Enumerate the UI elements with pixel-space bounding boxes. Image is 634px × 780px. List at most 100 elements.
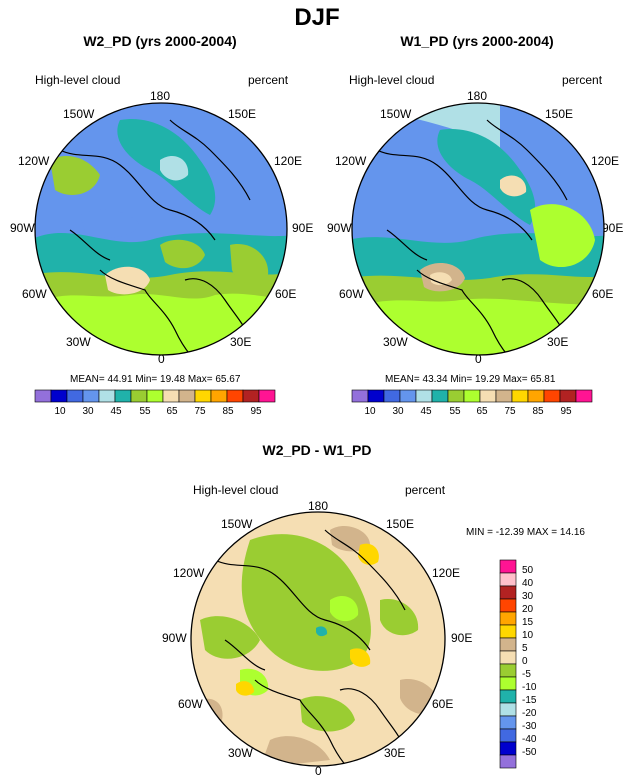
colorbar-swatch xyxy=(559,389,577,403)
panel-title-w2: W2_PD (yrs 2000-2004) xyxy=(83,33,237,49)
units-label-w2: percent xyxy=(248,73,289,87)
lon-label-30w: 30W xyxy=(228,746,253,760)
lon-label-90w: 90W xyxy=(327,221,352,235)
lon-label-120e: 120E xyxy=(432,566,461,580)
lon-label-90w: 90W xyxy=(10,221,35,235)
lon-label-150e: 150E xyxy=(386,517,415,531)
colorbar-swatch xyxy=(258,389,276,403)
colorbar-swatch xyxy=(499,702,517,717)
colorbar-swatch xyxy=(447,389,465,403)
colorbar-swatch xyxy=(399,389,417,403)
colorbar-diff xyxy=(499,559,517,769)
polar-map-diff xyxy=(190,511,446,767)
colorbar-tick: 40 xyxy=(522,578,534,589)
lon-label-90e: 90E xyxy=(602,221,624,235)
lon-label-30e: 30E xyxy=(384,746,406,760)
lon-label-0: 0 xyxy=(315,764,322,778)
colorbar-swatch xyxy=(431,389,449,403)
units-label-diff: percent xyxy=(405,483,446,497)
lon-label-90w: 90W xyxy=(162,631,187,645)
colorbar-swatch xyxy=(575,389,593,403)
colorbar-swatch xyxy=(543,389,561,403)
polar-map-w1 xyxy=(351,102,605,356)
field-label-w1: High-level cloud xyxy=(349,73,435,87)
colorbar-swatch xyxy=(194,389,212,403)
colorbar-tick: 30 xyxy=(82,406,94,417)
stats-w2: MEAN= 44.91 Min= 19.48 Max= 65.67 xyxy=(70,374,241,385)
lon-label-120e: 120E xyxy=(274,154,303,168)
colorbar-swatch xyxy=(114,389,132,403)
lon-label-180: 180 xyxy=(308,499,329,513)
colorbar-tick: 50 xyxy=(522,565,534,576)
lon-label-120e: 120E xyxy=(591,154,620,168)
colorbar-tick: -10 xyxy=(522,682,537,693)
panel-title-w1: W1_PD (yrs 2000-2004) xyxy=(400,33,554,49)
colorbar-tick: 55 xyxy=(449,406,461,417)
lon-label-30w: 30W xyxy=(383,335,408,349)
colorbar-swatch xyxy=(82,389,100,403)
stats-diff: MIN = -12.39 MAX = 14.16 xyxy=(466,527,585,538)
colorbar-tick: 30 xyxy=(392,406,404,417)
colorbar-tick: 55 xyxy=(139,406,151,417)
lon-label-90e: 90E xyxy=(292,221,314,235)
colorbar-swatch xyxy=(499,637,517,652)
lon-label-150e: 150E xyxy=(228,107,257,121)
colorbar-swatch xyxy=(210,389,228,403)
lon-label-150w: 150W xyxy=(380,107,412,121)
colorbar-tick: 45 xyxy=(420,406,432,417)
colorbar-swatch xyxy=(499,663,517,678)
colorbar-swatch xyxy=(527,389,545,403)
stats-w1: MEAN= 43.34 Min= 19.29 Max= 65.81 xyxy=(385,374,556,385)
colorbar-swatch xyxy=(499,754,517,769)
colorbar-swatch xyxy=(66,389,84,403)
colorbar-swatch xyxy=(499,728,517,743)
lon-label-120w: 120W xyxy=(173,566,205,580)
colorbar-tick: 30 xyxy=(522,591,534,602)
panel-title-diff: W2_PD - W1_PD xyxy=(262,442,372,458)
colorbar-swatch xyxy=(499,624,517,639)
lon-label-60w: 60W xyxy=(22,287,47,301)
lon-label-180: 180 xyxy=(467,89,488,103)
colorbar-swatch xyxy=(383,389,401,403)
lon-label-60w: 60W xyxy=(339,287,364,301)
lon-label-180: 180 xyxy=(150,89,171,103)
field-label-w2: High-level cloud xyxy=(35,73,121,87)
lon-label-60e: 60E xyxy=(275,287,297,301)
colorbar-swatch xyxy=(130,389,148,403)
colorbar-swatch xyxy=(495,389,513,403)
field-label-diff: High-level cloud xyxy=(193,483,279,497)
colorbar-tick: -30 xyxy=(522,721,537,732)
colorbar-tick: 85 xyxy=(222,406,234,417)
colorbar-tick: 10 xyxy=(364,406,376,417)
colorbar-tick: 95 xyxy=(560,406,572,417)
colorbar-tick: 65 xyxy=(166,406,178,417)
colorbar-swatch xyxy=(351,389,369,403)
lon-label-60e: 60E xyxy=(432,697,454,711)
lon-label-60w: 60W xyxy=(178,697,203,711)
lon-label-60e: 60E xyxy=(592,287,614,301)
colorbar-tick: 5 xyxy=(522,643,528,654)
lon-label-0: 0 xyxy=(158,352,165,366)
colorbar-swatch xyxy=(242,389,260,403)
colorbar-tick: 15 xyxy=(522,617,534,628)
lon-label-120w: 120W xyxy=(18,154,50,168)
colorbar-tick: 75 xyxy=(194,406,206,417)
colorbar-tick: 45 xyxy=(110,406,122,417)
colorbar-tick: -20 xyxy=(522,708,537,719)
lon-label-150w: 150W xyxy=(63,107,95,121)
lon-label-30w: 30W xyxy=(66,335,91,349)
colorbar-tick: -5 xyxy=(522,669,531,680)
colorbar-swatch xyxy=(499,559,517,574)
colorbar-swatch xyxy=(463,389,481,403)
colorbar-w1 xyxy=(351,389,593,403)
colorbar-swatch xyxy=(98,389,116,403)
colorbar-swatch xyxy=(499,741,517,756)
colorbar-swatch xyxy=(162,389,180,403)
colorbar-tick: -50 xyxy=(522,747,537,758)
figure-title: DJF xyxy=(294,4,340,31)
colorbar-tick: 95 xyxy=(250,406,262,417)
colorbar-swatch xyxy=(178,389,196,403)
colorbar-swatch xyxy=(479,389,497,403)
colorbar-swatch xyxy=(367,389,385,403)
